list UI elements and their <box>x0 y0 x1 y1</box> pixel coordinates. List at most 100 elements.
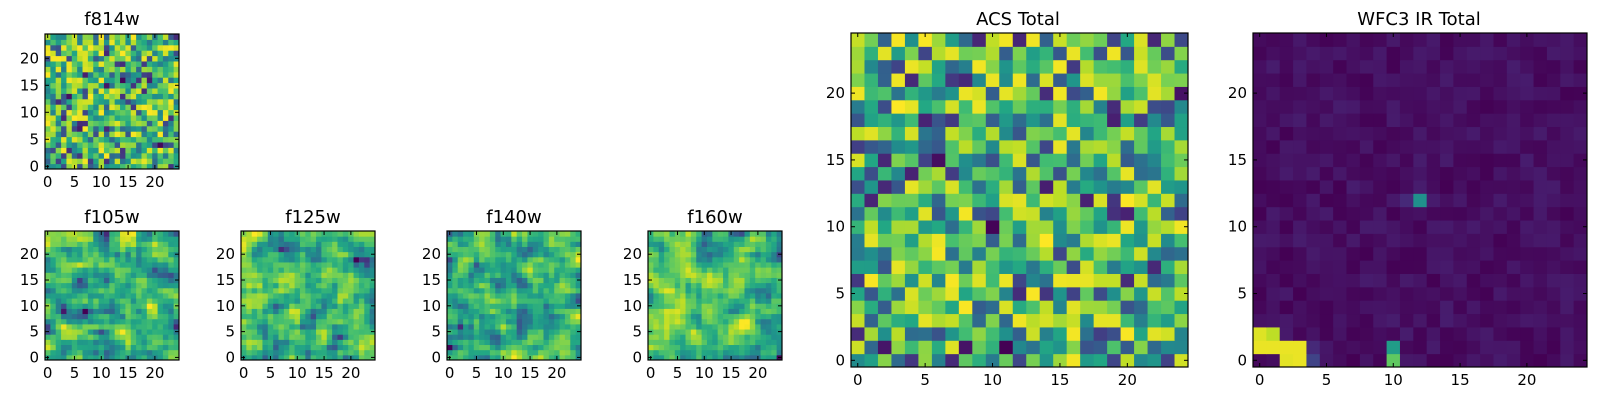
heatmap-cell <box>299 313 306 320</box>
heatmap-cell <box>1120 340 1135 355</box>
heatmap-cell <box>273 272 280 278</box>
heatmap-cell <box>55 303 62 309</box>
heatmap-cell <box>505 246 512 253</box>
heatmap-cell <box>918 220 933 234</box>
heatmap-cell <box>532 236 539 242</box>
heatmap-cell <box>173 236 180 242</box>
heatmap-cell <box>283 349 290 356</box>
x-tick-label: 0 <box>43 364 53 382</box>
heatmap-cell <box>1546 220 1561 234</box>
heatmap-cell <box>1026 153 1041 168</box>
heatmap-cell <box>527 236 534 242</box>
heatmap-cell <box>1107 166 1122 181</box>
heatmap-cell <box>294 261 301 268</box>
heatmap-cell <box>61 152 67 159</box>
heatmap-cell <box>168 344 175 351</box>
heatmap-cell <box>246 282 253 289</box>
heatmap-cell <box>680 334 687 340</box>
heatmap-cell <box>103 50 110 57</box>
heatmap-cell <box>152 236 159 242</box>
heatmap-cell <box>696 323 703 330</box>
heatmap-cell <box>1373 300 1388 315</box>
heatmap-cell <box>55 292 62 299</box>
heatmap-cell <box>717 287 724 294</box>
heatmap-cell <box>1413 113 1428 128</box>
heatmap-cell <box>473 318 480 325</box>
heatmap-cell <box>776 236 783 242</box>
heatmap-cell <box>749 354 756 361</box>
heatmap-cell <box>765 261 772 268</box>
heatmap-cell <box>760 323 767 330</box>
heatmap-cell <box>136 152 142 159</box>
heatmap-cell <box>1120 353 1135 368</box>
heatmap-cell <box>173 131 180 138</box>
heatmap-cell <box>1359 260 1374 274</box>
heatmap-cell <box>146 267 153 273</box>
heatmap-cell <box>152 246 159 253</box>
heatmap-cell <box>931 260 946 274</box>
heatmap-cell <box>82 251 89 258</box>
heatmap-cell <box>109 61 116 67</box>
heatmap-cell <box>712 287 719 294</box>
heatmap-cell <box>733 236 740 242</box>
heatmap-cell <box>653 298 660 304</box>
heatmap-cell <box>452 303 459 309</box>
heatmap-cell <box>479 303 486 309</box>
heatmap-cell <box>532 318 539 325</box>
heatmap-cell <box>157 66 164 73</box>
heatmap-cell <box>864 353 879 368</box>
heatmap-cell <box>299 267 306 273</box>
y-tick-label: 10 <box>826 218 845 236</box>
heatmap-cell <box>61 125 67 132</box>
heatmap-cell <box>1253 220 1267 234</box>
heatmap-cell <box>1359 326 1374 341</box>
x-tick-label: 20 <box>1517 371 1536 389</box>
heatmap-cell <box>130 256 137 263</box>
heatmap-cell <box>1426 300 1441 315</box>
heatmap-cell <box>1426 233 1441 248</box>
heatmap-cell <box>257 354 263 361</box>
heatmap-cell <box>267 329 274 335</box>
heatmap-cell <box>152 334 159 340</box>
heatmap-cell <box>1293 206 1307 221</box>
heatmap-cell <box>146 251 153 258</box>
heatmap-cell <box>66 152 73 159</box>
heatmap-cell <box>1493 139 1508 154</box>
heatmap-cell <box>50 282 57 289</box>
heatmap-cell <box>1053 166 1068 181</box>
heatmap-cell <box>98 323 105 330</box>
heatmap-cell <box>332 272 338 278</box>
x-tick-label: 20 <box>145 364 164 382</box>
heatmap-cell <box>241 308 247 315</box>
heatmap-cell <box>251 236 258 242</box>
heatmap-cell <box>87 115 94 121</box>
heatmap-cell <box>1026 220 1041 234</box>
heatmap-cell <box>1012 139 1027 154</box>
heatmap-cell <box>1053 206 1068 221</box>
heatmap-cell <box>765 318 772 325</box>
heatmap-cell <box>1533 59 1548 74</box>
heatmap-cell <box>1093 113 1108 128</box>
heatmap-cell <box>1107 73 1122 87</box>
heatmap-cell <box>1560 193 1575 208</box>
heatmap-cell <box>348 323 355 330</box>
heatmap-cell <box>685 298 692 304</box>
heatmap-cell <box>103 344 110 351</box>
heatmap-cell <box>173 292 180 299</box>
heatmap-cell <box>511 256 518 263</box>
heatmap-cell <box>55 66 62 73</box>
heatmap-cell <box>516 241 523 247</box>
heatmap-cell <box>931 166 946 181</box>
heatmap-cell <box>130 354 137 361</box>
heatmap-cell <box>157 261 164 268</box>
heatmap-cell <box>1466 326 1481 341</box>
heatmap-cell <box>1120 206 1135 221</box>
heatmap-cell <box>1480 59 1494 74</box>
heatmap-cell <box>310 287 317 294</box>
heatmap-cell <box>82 50 89 57</box>
heatmap-cell <box>342 272 349 278</box>
heatmap-cell <box>162 292 169 299</box>
heatmap-cell <box>864 153 879 168</box>
heatmap-cell <box>157 88 164 94</box>
